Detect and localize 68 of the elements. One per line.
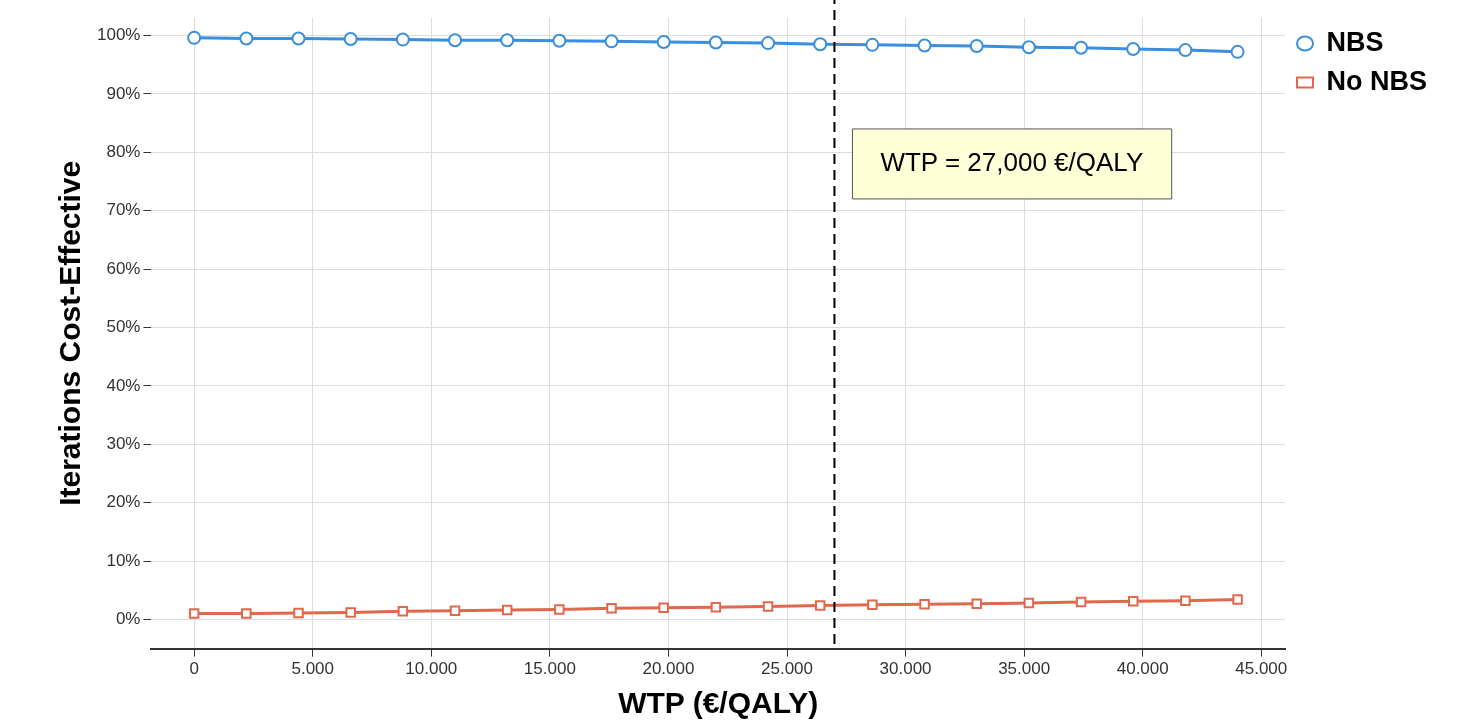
point: [814, 600, 826, 611]
point: [658, 602, 669, 613]
x-tick-label: 5.000: [291, 659, 335, 679]
point: [345, 607, 356, 618]
point: [1021, 40, 1036, 55]
point: [552, 33, 567, 48]
x-axis-title: WTP (€/QALY): [618, 686, 819, 720]
legend-label: No NBS: [1326, 65, 1427, 96]
point: [1023, 597, 1035, 609]
point: [867, 599, 878, 611]
point: [971, 598, 982, 609]
point: [291, 31, 306, 46]
y-tick-label: 10%: [106, 550, 141, 570]
point: [1232, 594, 1243, 605]
x-tick-label: 40.000: [1116, 659, 1169, 679]
point: [865, 37, 880, 52]
point: [187, 30, 202, 45]
y-tick-label: 100%: [97, 25, 141, 45]
legend-label: NBS: [1326, 26, 1384, 57]
x-tick-label: 35.000: [998, 659, 1051, 679]
y-tick-label: 50%: [106, 317, 141, 337]
point: [293, 607, 304, 619]
point: [1126, 41, 1141, 56]
y-tick-label: 70%: [106, 200, 141, 220]
point: [710, 601, 722, 613]
point: [395, 32, 410, 47]
y-axis-title: Iterations Cost-Effective: [53, 160, 87, 506]
y-tick-label: 30%: [106, 433, 141, 453]
point: [500, 33, 515, 48]
point: [606, 603, 617, 614]
point: [761, 36, 776, 51]
y-tick-label: 40%: [106, 375, 141, 395]
x-tick-label: 0: [189, 659, 199, 679]
point: [1127, 596, 1139, 607]
point: [501, 604, 513, 616]
point: [604, 34, 619, 49]
point: [969, 39, 984, 54]
point: [813, 37, 828, 52]
point: [554, 604, 565, 615]
annotation: WTP = 27,000 €/QALY: [880, 147, 1144, 178]
x-tick-label: 45.000: [1235, 659, 1288, 679]
y-tick-label: 60%: [106, 258, 141, 278]
x-tick-label: 30.000: [879, 659, 932, 679]
point: [448, 33, 463, 48]
y-tick-label: 0%: [115, 609, 141, 629]
x-tick-label: 20.000: [642, 659, 695, 679]
point: [241, 608, 252, 619]
point: [1180, 595, 1191, 606]
point: [708, 35, 723, 50]
y-tick-label: 90%: [106, 83, 141, 103]
point: [1074, 40, 1089, 55]
point: [397, 605, 409, 617]
point: [917, 38, 932, 53]
y-tick-label: 20%: [106, 492, 141, 512]
x-tick-label: 15.000: [523, 659, 576, 679]
x-tick-label: 25.000: [761, 659, 814, 679]
point: [188, 608, 200, 619]
point: [656, 34, 671, 49]
point: [1178, 43, 1193, 58]
point: [919, 598, 930, 610]
point: [762, 601, 774, 612]
point: [343, 32, 358, 47]
point: [1230, 44, 1245, 59]
point: [239, 31, 254, 46]
point: [449, 605, 461, 616]
point: [1075, 596, 1087, 608]
y-tick-label: 80%: [106, 141, 141, 161]
x-tick-label: 10.000: [405, 659, 458, 679]
